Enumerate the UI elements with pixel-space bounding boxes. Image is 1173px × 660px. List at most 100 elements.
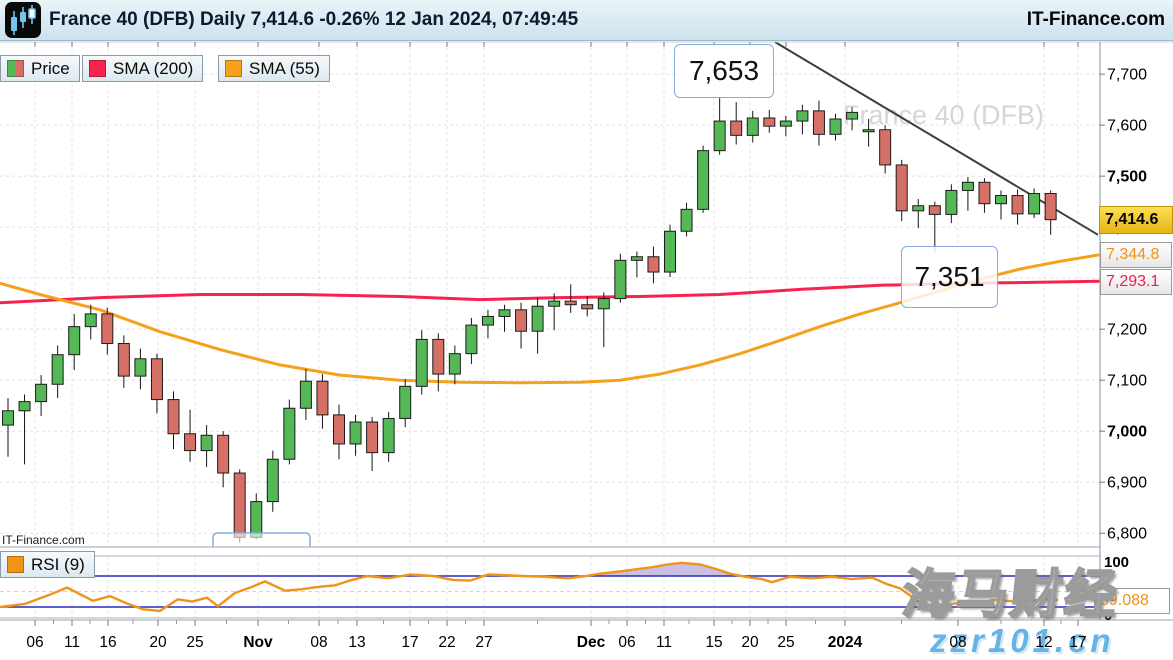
price-axis-label: 7,000 — [1107, 424, 1147, 441]
candle-body — [796, 110, 809, 122]
brand-name: IT-Finance.com — [1026, 9, 1165, 30]
candle-body — [399, 385, 412, 419]
candle-body — [664, 230, 676, 273]
candle-body — [283, 407, 296, 460]
price-axis-label: 7,700 — [1107, 67, 1147, 84]
candle-body — [630, 256, 643, 261]
candle-body — [51, 354, 64, 385]
candle-body — [846, 111, 859, 120]
rsi-axis-100: 100 — [1104, 554, 1130, 571]
chart-header: France 40 (DFB) Daily 7,414.6 -0.26% 12 … — [0, 0, 1173, 41]
chart-canvas[interactable]: 7,7007,6007,5007,4007,3007,2007,1007,000… — [0, 40, 1173, 660]
candle-body — [184, 433, 197, 452]
price-axis-label: 7,500 — [1107, 169, 1147, 186]
annotation-support-7351[interactable]: 7,351 — [901, 246, 998, 308]
time-axis-label: 06 — [26, 634, 43, 651]
candle-body — [945, 189, 958, 215]
candle-body — [465, 324, 478, 355]
candle-body — [1028, 193, 1041, 215]
annotation-clipped-low[interactable] — [212, 532, 311, 547]
rsi-value-badge: 39.088 — [1094, 587, 1170, 614]
candle-body — [697, 150, 710, 210]
candle-body — [200, 434, 213, 452]
time-axis-label: 13 — [348, 634, 365, 651]
time-axis-labels: 06 11 16 20 25 Nov 08 13 17 22 27 Dec 06 11 15 20 25 2024… — [26, 634, 1086, 651]
legend-sma55-label: SMA (55) — [249, 58, 320, 78]
candle-body — [746, 117, 759, 136]
time-axis-label: Nov — [243, 634, 273, 651]
candle-body — [448, 353, 461, 375]
candle-body — [101, 313, 114, 344]
time-axis-label: 06 — [618, 634, 635, 651]
candle-body — [316, 380, 329, 416]
time-axis-label: 17 — [401, 634, 418, 651]
candle-body — [299, 380, 312, 409]
candle-body — [995, 195, 1007, 205]
time-axis-label: 16 — [99, 634, 116, 651]
rsi-swatch-icon — [7, 556, 24, 573]
candle-body — [117, 342, 130, 377]
candle-body — [713, 120, 726, 152]
candle-body — [597, 298, 610, 310]
price-axis-label: 6,900 — [1107, 475, 1147, 492]
candle-body — [862, 129, 875, 133]
legend-sma200[interactable]: SMA (200) — [82, 55, 204, 82]
candle-body — [763, 117, 776, 127]
candle-body — [349, 421, 362, 445]
candle-body — [18, 401, 31, 412]
candle-body — [134, 358, 147, 377]
candle-body — [978, 181, 991, 205]
price-axis-label: 7,100 — [1107, 373, 1147, 390]
trendline[interactable] — [774, 41, 1099, 236]
time-axis-label: 27 — [475, 634, 492, 651]
time-axis-label: 25 — [777, 634, 794, 651]
candle-body — [730, 120, 743, 136]
candle-body — [498, 309, 511, 317]
corner-watermark: 海马财经 — [898, 565, 1122, 625]
chart-area: France 40 (DFB) zzr101.cn 7,700 7,600 7,50… — [0, 40, 1173, 660]
candle-body — [35, 383, 48, 403]
time-axis-label: 15 — [705, 634, 722, 651]
candle-body — [481, 315, 494, 326]
axis-ticks — [34, 42, 1105, 626]
time-axis-label: 12 — [1035, 634, 1052, 651]
price-axis-label: 6,800 — [1107, 526, 1147, 543]
annotation-high-7653[interactable]: 7,653 — [674, 44, 774, 98]
candle-body — [779, 120, 792, 127]
legend-price-label: Price — [31, 58, 70, 78]
candle-body — [564, 300, 577, 306]
last-price-badge: 7,414.6 — [1099, 205, 1173, 234]
sma200-swatch-icon — [89, 60, 106, 77]
legend-sma55[interactable]: SMA (55) — [218, 55, 330, 82]
time-axis-label: 11 — [656, 634, 672, 651]
legend-price[interactable]: Price — [0, 55, 80, 82]
time-axis-label: 17 — [1069, 634, 1086, 651]
site-watermark: zzr101.cn — [930, 622, 1115, 659]
candle-body — [1011, 195, 1024, 215]
candle-body — [217, 434, 230, 474]
legend-rsi[interactable]: RSI (9) — [0, 551, 95, 578]
sma55-swatch-icon — [225, 60, 242, 77]
candle-body — [167, 399, 180, 435]
time-axis-label: 22 — [438, 634, 455, 651]
candle-body — [812, 110, 825, 135]
candle-body — [415, 338, 428, 387]
candle-body — [961, 181, 974, 191]
candle-body — [233, 472, 246, 538]
candle-body — [647, 256, 660, 273]
time-axis-label: 11 — [64, 634, 80, 651]
candle-body — [531, 305, 544, 332]
gridlines — [0, 42, 1100, 618]
candle-body — [432, 338, 445, 375]
panel-borders — [0, 41, 1173, 621]
candle-body — [1044, 193, 1057, 221]
candle-body — [912, 205, 925, 212]
candle-body — [250, 501, 263, 538]
candle-body — [382, 417, 395, 454]
candle-body — [333, 414, 345, 445]
time-axis-label: 2024 — [828, 634, 863, 651]
candle-body — [581, 304, 594, 310]
candle-body — [2, 410, 14, 426]
price-swatch-icon — [7, 60, 24, 77]
